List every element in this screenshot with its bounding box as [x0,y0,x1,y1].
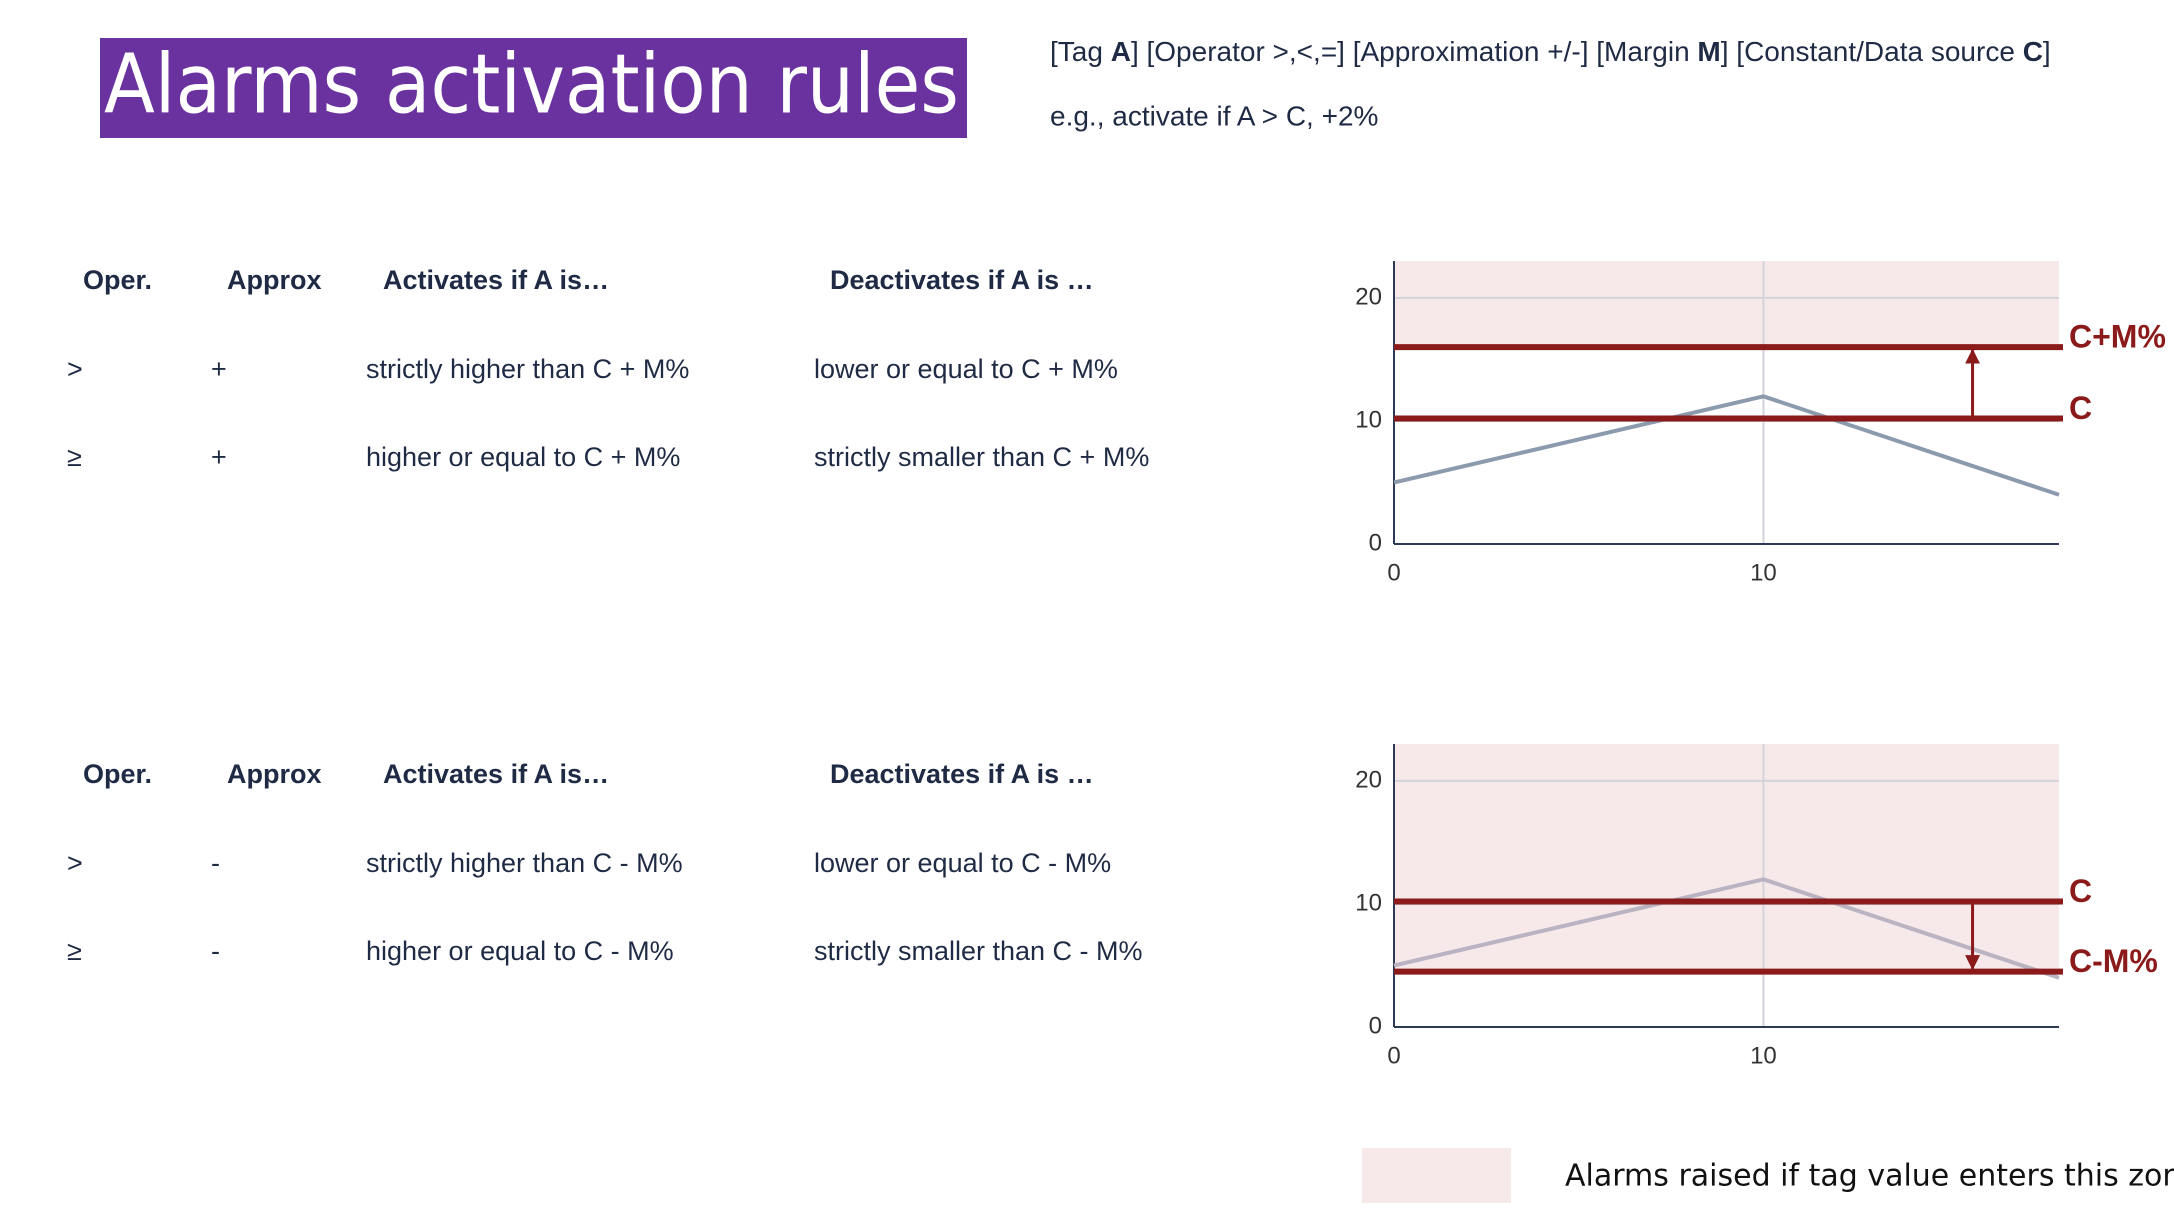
syntax-part: C [2023,36,2043,67]
x-tick-label: 10 [1750,1042,1777,1069]
legend-label: Alarms raised if tag value enters this z… [1565,1159,2174,1194]
syntax-part: ] [Constant/Data source [1721,36,2023,67]
tag-line [1393,877,2060,980]
table-cell: strictly higher than C + M% [366,354,689,384]
table-cell: lower or equal to C + M% [814,354,1118,384]
table-cell: > [67,354,83,384]
table-cell: lower or equal to C - M% [814,848,1111,878]
table-cell: + [211,354,227,384]
table-cell: ≥ [67,442,82,472]
y-tick-label: 20 [1355,766,1382,793]
example: e.g., activate if A > C, +2% [1050,100,1378,131]
y-tick-label: 10 [1355,406,1382,433]
table-cell: higher or equal to C + M% [366,442,680,472]
table-cell: > [67,848,83,878]
y-tick-label: 20 [1355,283,1382,310]
syntax: [Tag A] [Operator >,<,=] [Approximation … [1050,36,2051,67]
x-tick-label: 0 [1387,559,1400,586]
threshold-label: C [2069,390,2092,426]
tag-line [1393,394,2060,497]
threshold-label: C+M% [2069,319,2166,355]
alarm-zone [1394,261,2059,348]
title-box [100,38,967,138]
title: Alarms activation rules [104,37,959,132]
syntax-part: ] [2043,36,2051,67]
syntax-part: ] [Operator >,<,=] [Approximation +/-] [… [1131,36,1697,67]
x-tick-label: 0 [1387,1042,1400,1069]
table-cell: ≥ [67,936,82,966]
threshold-label: C [2069,873,2092,909]
y-tick-label: 0 [1369,1012,1382,1039]
table-cell: strictly smaller than C + M% [814,442,1149,472]
table-cell: strictly smaller than C - M% [814,936,1143,966]
syntax-part: M [1697,36,1720,67]
table-header: Deactivates if A is … [830,759,1094,789]
table-header: Deactivates if A is … [830,265,1094,295]
table-cell: + [211,442,227,472]
table-header: Activates if A is… [383,759,609,789]
table-header: Oper. [83,759,152,789]
y-tick-label: 0 [1369,529,1382,556]
table-header: Activates if A is… [383,265,609,295]
table-cell: - [211,936,220,966]
y-tick-label: 10 [1355,889,1382,916]
table-header: Oper. [83,265,152,295]
table-header: Approx [227,759,322,789]
threshold-label: C-M% [2069,943,2158,979]
syntax-part: A [1111,36,1131,67]
syntax-part: [Tag [1050,36,1111,67]
x-tick-label: 10 [1750,559,1777,586]
table-cell: strictly higher than C - M% [366,848,683,878]
alarm-zone [1394,744,2059,972]
legend-swatch [1362,1148,1511,1203]
table-header: Approx [227,265,322,295]
table-cell: higher or equal to C - M% [366,936,674,966]
table-cell: - [211,848,220,878]
